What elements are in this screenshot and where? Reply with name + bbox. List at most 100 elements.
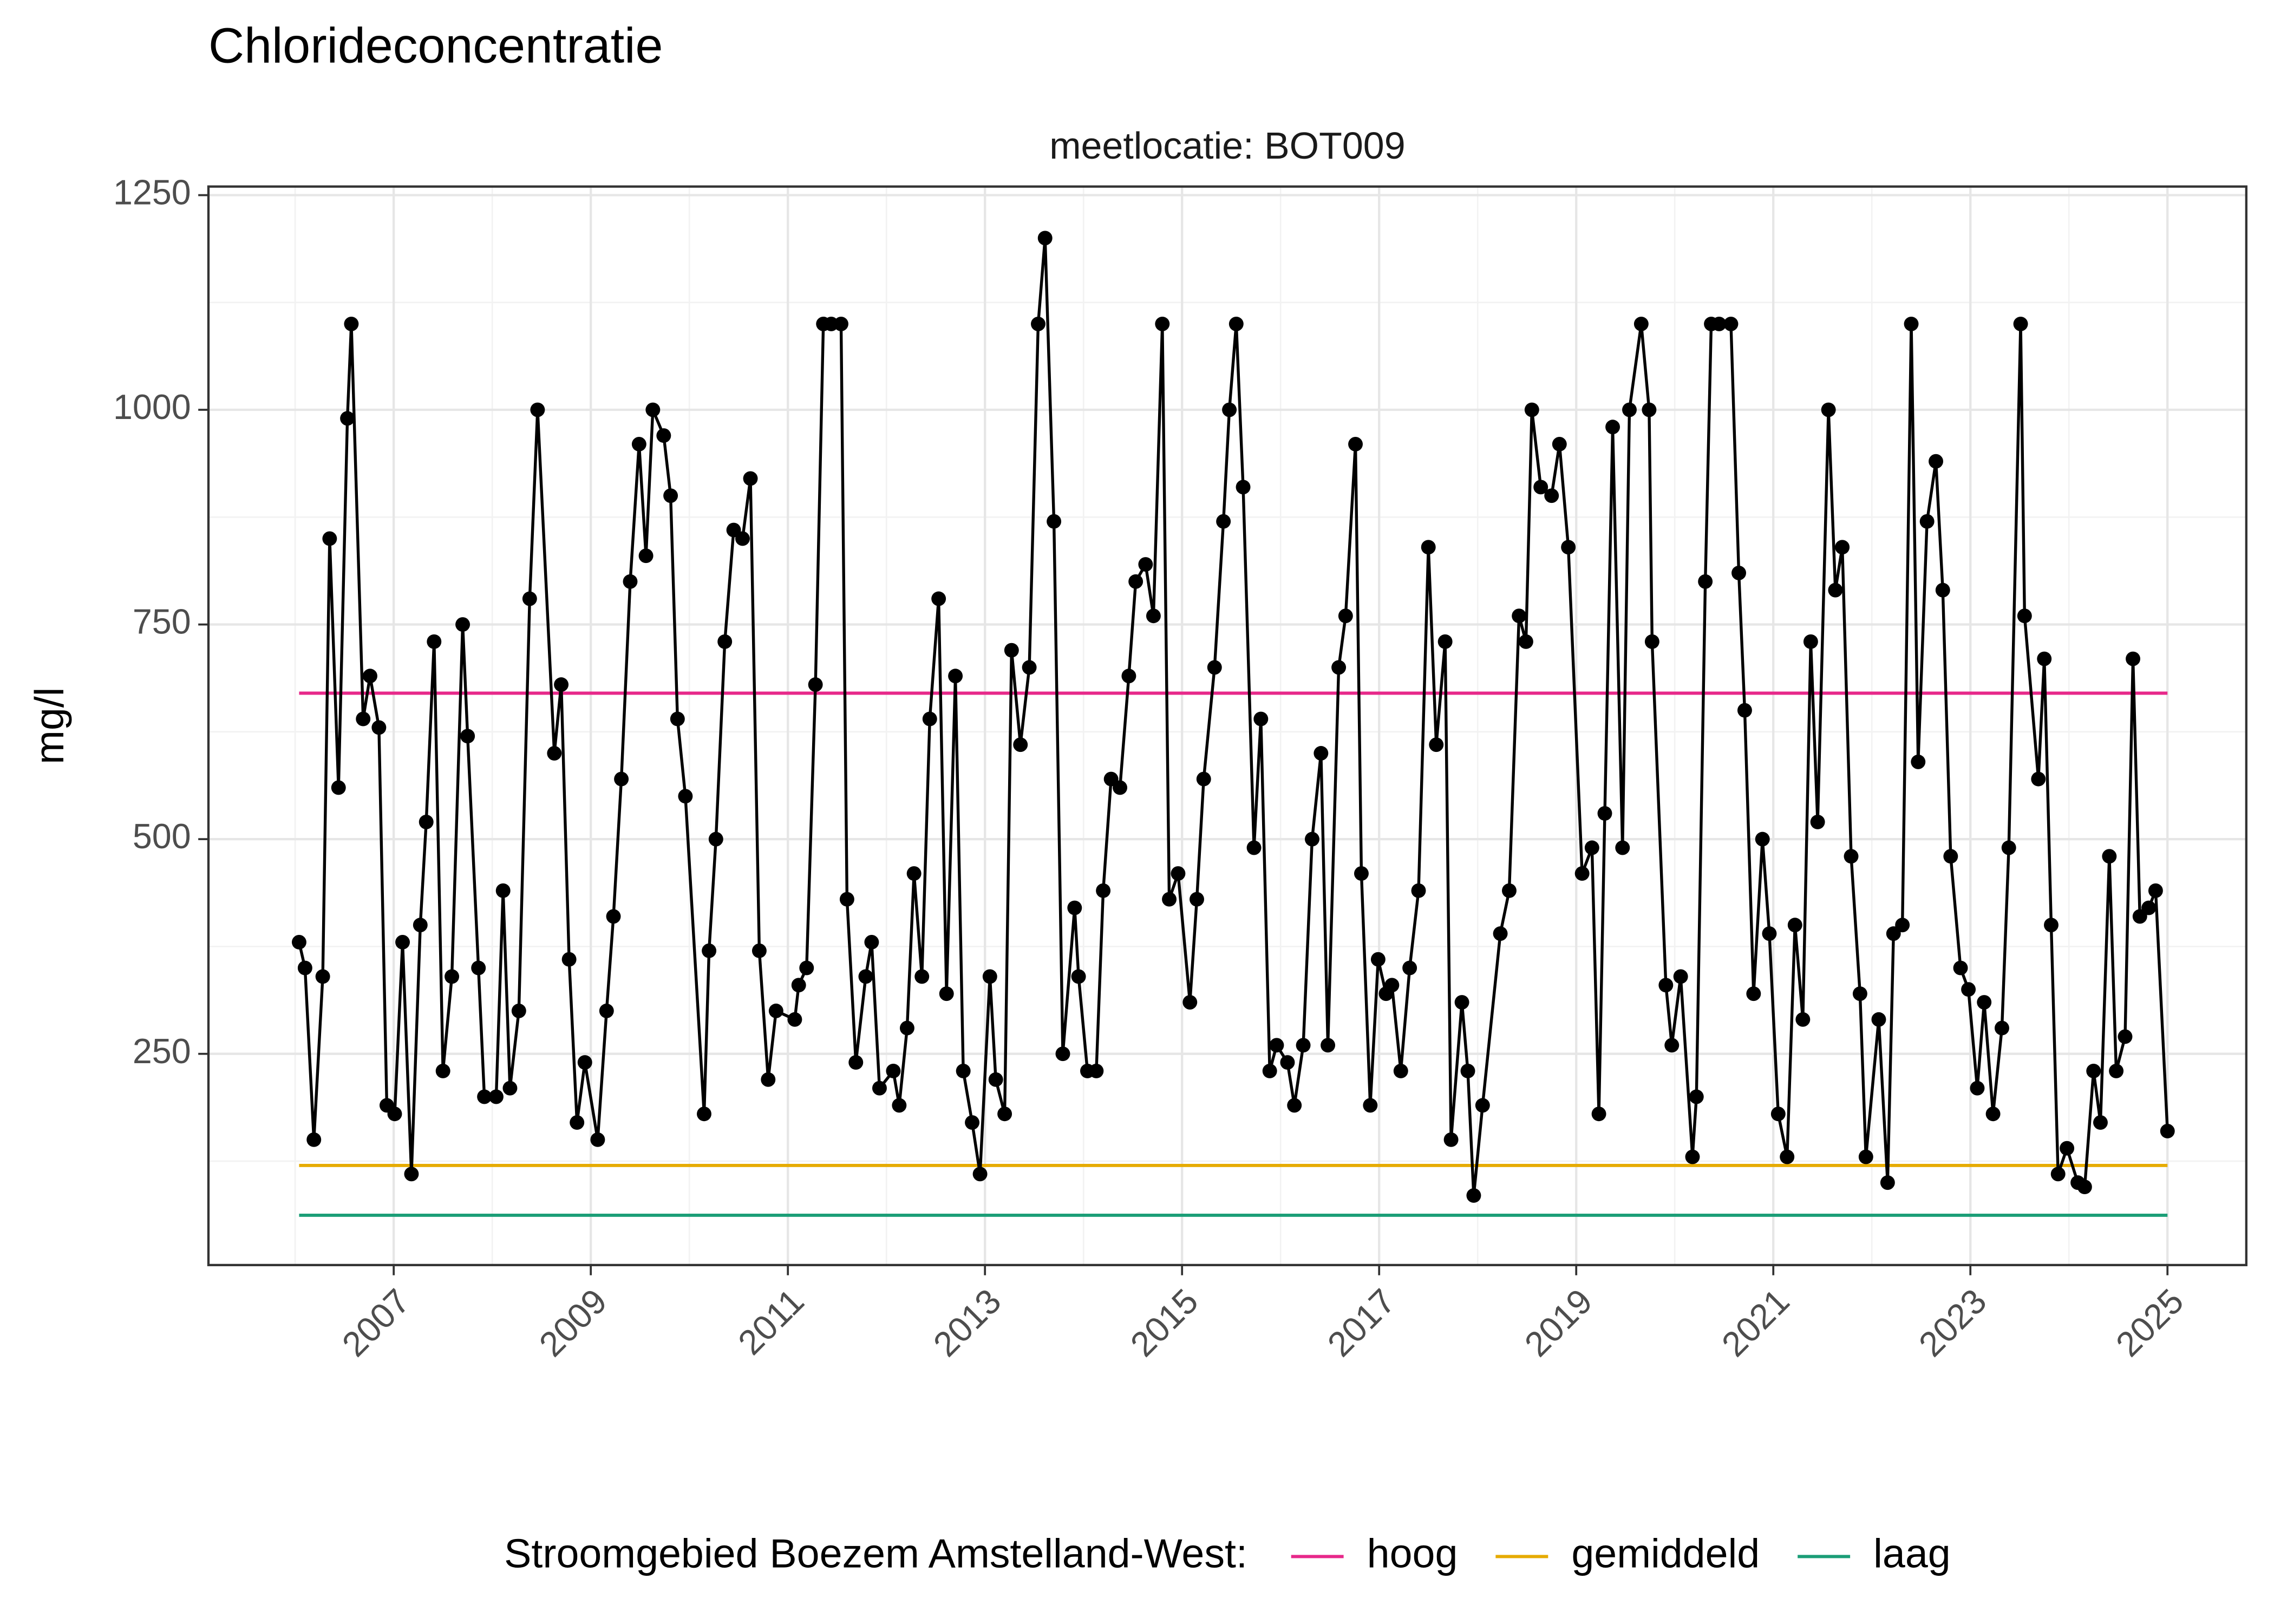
data-point [502, 1081, 518, 1096]
y-tick-label: 1250 [113, 173, 191, 212]
data-point [2093, 1115, 2108, 1130]
data-point [1004, 643, 1019, 658]
data-point [1664, 1038, 1680, 1053]
data-point [1544, 488, 1559, 503]
data-point [1022, 660, 1037, 675]
data-point [1895, 918, 1910, 933]
data-point [511, 1003, 526, 1018]
data-point [291, 935, 306, 949]
data-point [1216, 514, 1231, 529]
data-point [623, 574, 638, 589]
data-point [1985, 1106, 2001, 1122]
data-point [2102, 849, 2117, 864]
data-point [1524, 402, 1539, 417]
data-point [2001, 840, 2016, 855]
data-point [1821, 402, 1836, 417]
data-point [1911, 754, 1926, 769]
data-point [495, 883, 511, 898]
data-point [2050, 1167, 2066, 1182]
data-point [1354, 866, 1369, 881]
data-point [606, 909, 621, 924]
data-point [2126, 651, 2141, 666]
data-point [761, 1072, 776, 1087]
data-point [1055, 1046, 1070, 1062]
data-point [344, 316, 359, 331]
data-point [455, 617, 471, 632]
data-point [1437, 634, 1453, 649]
data-point [892, 1098, 907, 1113]
data-point [906, 866, 922, 881]
data-point [1977, 995, 1992, 1010]
data-point [752, 943, 767, 958]
data-point [645, 402, 661, 417]
data-point [768, 1003, 783, 1018]
data-point [787, 1012, 802, 1027]
data-point [395, 935, 410, 949]
facet-label: meetlocatie: BOT009 [1049, 125, 1405, 167]
data-point [1155, 316, 1170, 331]
data-point [1429, 737, 1444, 752]
data-point [1755, 831, 1770, 847]
data-point [1605, 420, 1620, 435]
data-point [948, 669, 963, 684]
data-point [1762, 926, 1777, 941]
data-point [1858, 1149, 1873, 1164]
data-point [1533, 480, 1548, 495]
data-point [2013, 316, 2028, 331]
data-point [848, 1055, 864, 1070]
plot-area [291, 231, 2175, 1217]
data-point [1584, 840, 1599, 855]
data-point [1852, 986, 1867, 1001]
data-point [1961, 982, 1976, 997]
data-point [1454, 995, 1469, 1010]
data-point [2060, 1141, 2075, 1156]
data-point [340, 411, 355, 426]
data-point [1280, 1055, 1295, 1070]
data-point [791, 978, 806, 993]
data-point [1304, 831, 1319, 847]
data-point [939, 986, 954, 1001]
data-point [1597, 806, 1612, 821]
data-point [1246, 840, 1262, 855]
data-point [404, 1167, 419, 1182]
data-point [1919, 514, 1935, 529]
data-point [1466, 1188, 1481, 1203]
data-point [1421, 540, 1436, 555]
data-point [1338, 608, 1353, 624]
data-point [743, 471, 758, 486]
data-point [1475, 1098, 1490, 1113]
data-point [1182, 995, 1198, 1010]
data-point [1880, 1175, 1895, 1190]
data-point [2044, 918, 2059, 933]
data-point [656, 428, 671, 443]
data-point [663, 488, 678, 503]
data-point [708, 831, 723, 847]
legend-title: Stroomgebied Boezem Amstelland-West: [504, 1530, 1247, 1576]
data-point [702, 943, 717, 958]
data-point [315, 969, 330, 984]
data-point [697, 1106, 711, 1122]
data-point [1780, 1149, 1795, 1164]
data-point [554, 677, 569, 692]
data-point [1591, 1106, 1606, 1122]
data-point [1803, 634, 1818, 649]
data-point [363, 669, 377, 684]
data-point [1096, 883, 1111, 898]
data-point [1402, 960, 1417, 975]
data-point [1269, 1038, 1284, 1053]
data-point [670, 711, 685, 726]
data-point [387, 1106, 402, 1122]
data-point [1953, 960, 1968, 975]
data-point [808, 677, 823, 692]
data-point [2031, 771, 2046, 787]
data-point [922, 711, 937, 726]
data-point [1658, 978, 1674, 993]
data-point [1995, 1020, 2009, 1036]
data-point [435, 1063, 450, 1078]
data-point [1443, 1132, 1459, 1147]
data-point [886, 1063, 901, 1078]
data-point [331, 780, 346, 795]
data-point [864, 935, 879, 949]
